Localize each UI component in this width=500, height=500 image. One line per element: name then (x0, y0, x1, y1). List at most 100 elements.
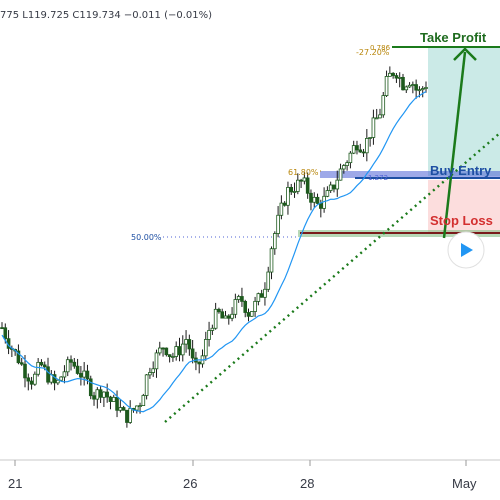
candle-body (88, 378, 93, 397)
x-label-may: May (452, 476, 477, 491)
candle-body (394, 75, 399, 79)
candle-body (105, 391, 109, 398)
candle-body (167, 354, 172, 358)
candle-body (230, 313, 234, 319)
candle-body (19, 362, 24, 365)
play-icon[interactable] (461, 243, 473, 257)
candle-body (184, 339, 188, 345)
candle-body (342, 165, 346, 170)
candle-body (151, 368, 155, 373)
candle-body (309, 192, 313, 203)
candle-body (187, 339, 192, 350)
candle-body (325, 190, 330, 197)
candle-body (220, 311, 225, 319)
candle-body (355, 145, 359, 151)
candle-body (121, 407, 126, 411)
candle-body (348, 152, 353, 164)
candle-body (424, 87, 428, 89)
candle-body (358, 149, 363, 153)
candle-body (384, 76, 389, 97)
candle-body (328, 184, 333, 191)
x-label-28: 28 (300, 476, 314, 491)
candle-body (59, 376, 63, 381)
candle-body (128, 407, 132, 423)
candle-body (338, 168, 343, 181)
candle-body (381, 95, 386, 116)
candle-body (397, 76, 402, 79)
candle-body (213, 308, 218, 329)
candle-body (164, 347, 169, 356)
candle-body (141, 395, 146, 407)
candle-body (95, 389, 100, 400)
candle-body (203, 339, 208, 357)
candle-body (256, 293, 261, 302)
fib-618-label: 61.80% (288, 168, 319, 177)
buy-entry-label: Buy Entry (430, 163, 492, 178)
candle-body (388, 72, 392, 77)
x-label-21: 21 (8, 476, 22, 491)
candle-body (111, 396, 116, 402)
candle-body (23, 363, 27, 379)
candle-body (414, 84, 418, 91)
stop-loss-label: Stop Loss (430, 213, 493, 228)
candle-body (233, 299, 238, 315)
play-button[interactable] (447, 231, 485, 269)
candle-body (144, 374, 149, 396)
candles-layer (0, 66, 428, 428)
candle-body (319, 203, 323, 209)
fib-0786-label: 0.786 (370, 44, 391, 52)
candle-body (420, 88, 425, 91)
fib-618-band (320, 171, 500, 178)
support-trendline (164, 132, 500, 423)
candle-body (85, 370, 90, 380)
candle-body (69, 359, 73, 363)
projection-arrow-head (453, 47, 477, 61)
candle-body (404, 86, 409, 91)
stop-loss-zone (428, 180, 500, 232)
candle-body (345, 162, 349, 166)
candle-body (401, 76, 405, 91)
candle-body (276, 214, 280, 234)
candle-body (161, 347, 165, 350)
candle-body (361, 151, 366, 154)
candle-body (36, 361, 40, 375)
candle-body (134, 405, 139, 411)
candle-body (16, 350, 21, 364)
candle-body (243, 301, 248, 313)
candle-body (374, 117, 379, 120)
candle-body (391, 72, 395, 76)
fib-minus27-label: -27.20% (356, 48, 390, 57)
candle-body (79, 373, 83, 378)
candle-body (125, 409, 129, 423)
candle-body (75, 365, 80, 374)
candle-body (266, 271, 271, 290)
candle-body (92, 395, 96, 400)
candle-body (62, 371, 67, 378)
candle-body (240, 296, 244, 302)
candle-body (332, 184, 336, 190)
candle-body (296, 179, 300, 192)
fib-500-label: 50.00% (131, 233, 162, 242)
candle-body (236, 296, 241, 300)
candle-body (371, 117, 376, 138)
candle-body (279, 202, 284, 216)
candle-body (351, 145, 356, 154)
candle-body (407, 84, 412, 88)
candle-body (197, 361, 202, 365)
candle-body (207, 330, 211, 340)
candle-body (259, 293, 264, 298)
candle-body (335, 179, 340, 190)
candle-body (305, 177, 310, 194)
candle-body (292, 191, 297, 193)
candle-body (72, 361, 77, 367)
candle-body (108, 396, 113, 402)
candle-body (174, 346, 179, 357)
candle-body (33, 373, 37, 385)
candle-body (299, 179, 303, 182)
candle-body (223, 315, 228, 319)
candle-body (210, 327, 215, 331)
candle-body (282, 202, 287, 206)
candle-body (115, 396, 119, 411)
